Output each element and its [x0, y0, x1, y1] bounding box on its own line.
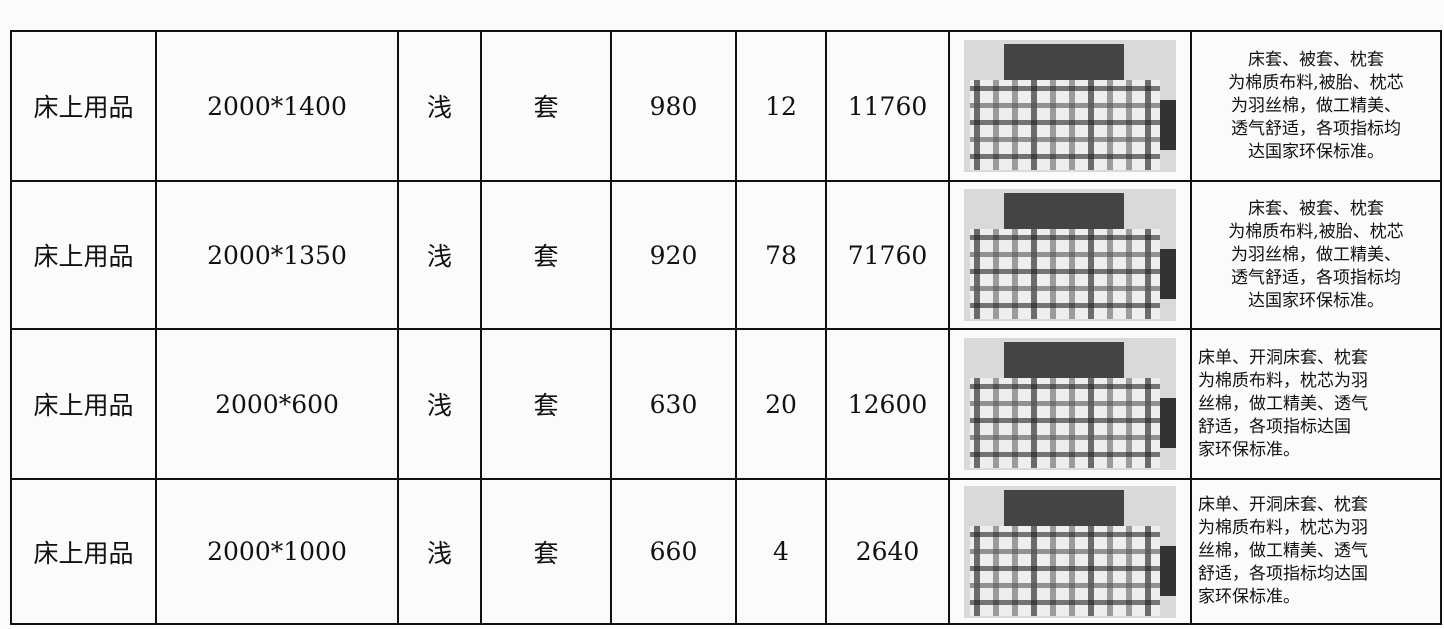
description-line: 透气舒适，各项指标均 — [1231, 267, 1401, 288]
plaid-h — [970, 137, 1160, 142]
plaid-h — [970, 235, 1160, 240]
size: 2000*1000 — [155, 478, 399, 625]
description-line: 为棉质布料，枕芯为羽 — [1198, 518, 1368, 538]
plaid-h — [970, 154, 1160, 159]
plaid-h — [970, 120, 1160, 125]
plaid-h — [970, 418, 1160, 423]
product-name: 床上用品 — [10, 478, 157, 625]
plaid-h — [970, 548, 1160, 554]
description-line: 床单、开洞床套、枕套 — [1198, 347, 1368, 368]
table-row: 床上用品 2000*1350 浅套 920 78 71760 床套、被套、枕套 为棉质布料,被… — [10, 180, 1442, 330]
unit: 套 — [480, 30, 612, 182]
plaid-h — [970, 269, 1160, 274]
headboard — [1004, 342, 1124, 382]
product-name: 床上用品 — [10, 30, 157, 182]
product-name: 床上用品 — [10, 328, 157, 480]
description-line: 舒适，各项指标达国 — [1198, 416, 1351, 437]
plaid-h — [970, 401, 1160, 406]
nightstand — [1160, 545, 1176, 596]
size: 2000*1350 — [155, 180, 399, 330]
photo-cell — [948, 478, 1192, 625]
description: 床套、被套、枕套 为棉质布料,被胎、枕芯 为羽丝棉，做工精美、 透气舒适，各项指标均达… — [1190, 30, 1442, 182]
price: 980 — [610, 30, 737, 182]
product-table: 床上用品 2000*1400 浅套 980 12 11760 床套、被套、枕套 为棉质布料,被… — [10, 30, 1442, 625]
bedding-photo — [964, 40, 1176, 172]
color: 浅 — [397, 478, 482, 625]
color: 浅 — [397, 180, 482, 330]
plaid-h — [970, 599, 1160, 605]
plaid-h — [970, 303, 1160, 308]
description: 床套、被套、枕套 为棉质布料,被胎、枕芯 为羽丝棉，做工精美、 透气舒适，各项指标均达… — [1190, 180, 1442, 330]
product-name: 床上用品 — [10, 180, 157, 330]
nightstand — [1160, 100, 1176, 150]
photo-cell — [948, 30, 1192, 182]
table-row: 床上用品 2000*1400 浅套 980 12 11760 床套、被套、枕套 为棉质布料,被… — [10, 30, 1442, 182]
unit: 套 — [480, 478, 612, 625]
price: 660 — [610, 478, 737, 625]
headboard — [1004, 489, 1124, 530]
plaid-h — [970, 582, 1160, 588]
description-line: 为羽丝棉，做工精美、 — [1231, 244, 1401, 265]
description-line: 透气舒适，各项指标均 — [1231, 118, 1401, 139]
photo-cell — [948, 180, 1192, 330]
headboard — [1004, 44, 1124, 84]
description: 床单、开洞床套、枕套 为棉质布料，枕芯为羽 丝棉，做工精美、透气 舒适，各项指标达国家… — [1190, 328, 1442, 480]
nightstand — [1160, 249, 1176, 299]
plaid-h — [970, 452, 1160, 457]
amount: 71760 — [825, 180, 950, 330]
bedding-photo — [964, 189, 1176, 321]
plaid-h — [970, 565, 1160, 571]
photo-cell — [948, 328, 1192, 480]
description-line: 为棉质布料,被胎、枕芯 — [1228, 221, 1404, 242]
unit: 套 — [480, 328, 612, 480]
description-line: 丝棉，做工精美、透气 — [1198, 393, 1368, 414]
description-line: 达国家环保标准。 — [1248, 141, 1384, 162]
description-line: 家环保标准。 — [1198, 439, 1300, 460]
quantity: 20 — [735, 328, 827, 480]
description-line: 丝棉，做工精美、透气 — [1198, 541, 1368, 561]
bedding-photo — [964, 485, 1176, 618]
description-line: 为棉质布料，枕芯为羽 — [1198, 370, 1368, 391]
amount: 11760 — [825, 30, 950, 182]
plaid-h — [970, 86, 1160, 91]
plaid-h — [970, 531, 1160, 537]
size: 2000*600 — [155, 328, 399, 480]
quantity: 4 — [735, 478, 827, 625]
bedding-photo — [964, 338, 1176, 470]
color: 浅 — [397, 30, 482, 182]
color: 浅 — [397, 328, 482, 480]
unit: 套 — [480, 180, 612, 330]
table-row: 床上用品 2000*600 浅套 630 20 12600 床单、开洞床套、枕套 为棉质布料，… — [10, 328, 1442, 480]
description-line: 为羽丝棉，做工精美、 — [1231, 95, 1401, 116]
table-row: 床上用品 2000*1000 浅套 660 4 2640 床单、开洞床套、枕套 为棉质布料，枕… — [10, 478, 1442, 625]
price: 920 — [610, 180, 737, 330]
description-line: 家环保标准。 — [1198, 587, 1300, 607]
description-line: 床套、被套、枕套 — [1248, 198, 1384, 219]
plaid-h — [970, 384, 1160, 389]
description-line: 床单、开洞床套、枕套 — [1198, 495, 1368, 515]
plaid-h — [970, 286, 1160, 291]
description-line: 达国家环保标准。 — [1248, 290, 1384, 311]
amount: 12600 — [825, 328, 950, 480]
plaid-h — [970, 435, 1160, 440]
size: 2000*1400 — [155, 30, 399, 182]
plaid-h — [970, 252, 1160, 257]
nightstand — [1160, 398, 1176, 448]
description: 床单、开洞床套、枕套 为棉质布料，枕芯为羽 丝棉，做工精美、透气 舒适，各项指标均达国… — [1190, 478, 1442, 625]
description-line: 床套、被套、枕套 — [1248, 49, 1384, 70]
price: 630 — [610, 328, 737, 480]
amount: 2640 — [825, 478, 950, 625]
quantity: 12 — [735, 30, 827, 182]
product-table-wrap: 床上用品 2000*1400 浅套 980 12 11760 床套、被套、枕套 为棉质布料,被… — [10, 30, 1442, 625]
plaid-h — [970, 103, 1160, 108]
description-line: 为棉质布料,被胎、枕芯 — [1228, 72, 1404, 93]
quantity: 78 — [735, 180, 827, 330]
description-line: 舒适，各项指标均达国 — [1198, 564, 1368, 584]
headboard — [1004, 193, 1124, 233]
